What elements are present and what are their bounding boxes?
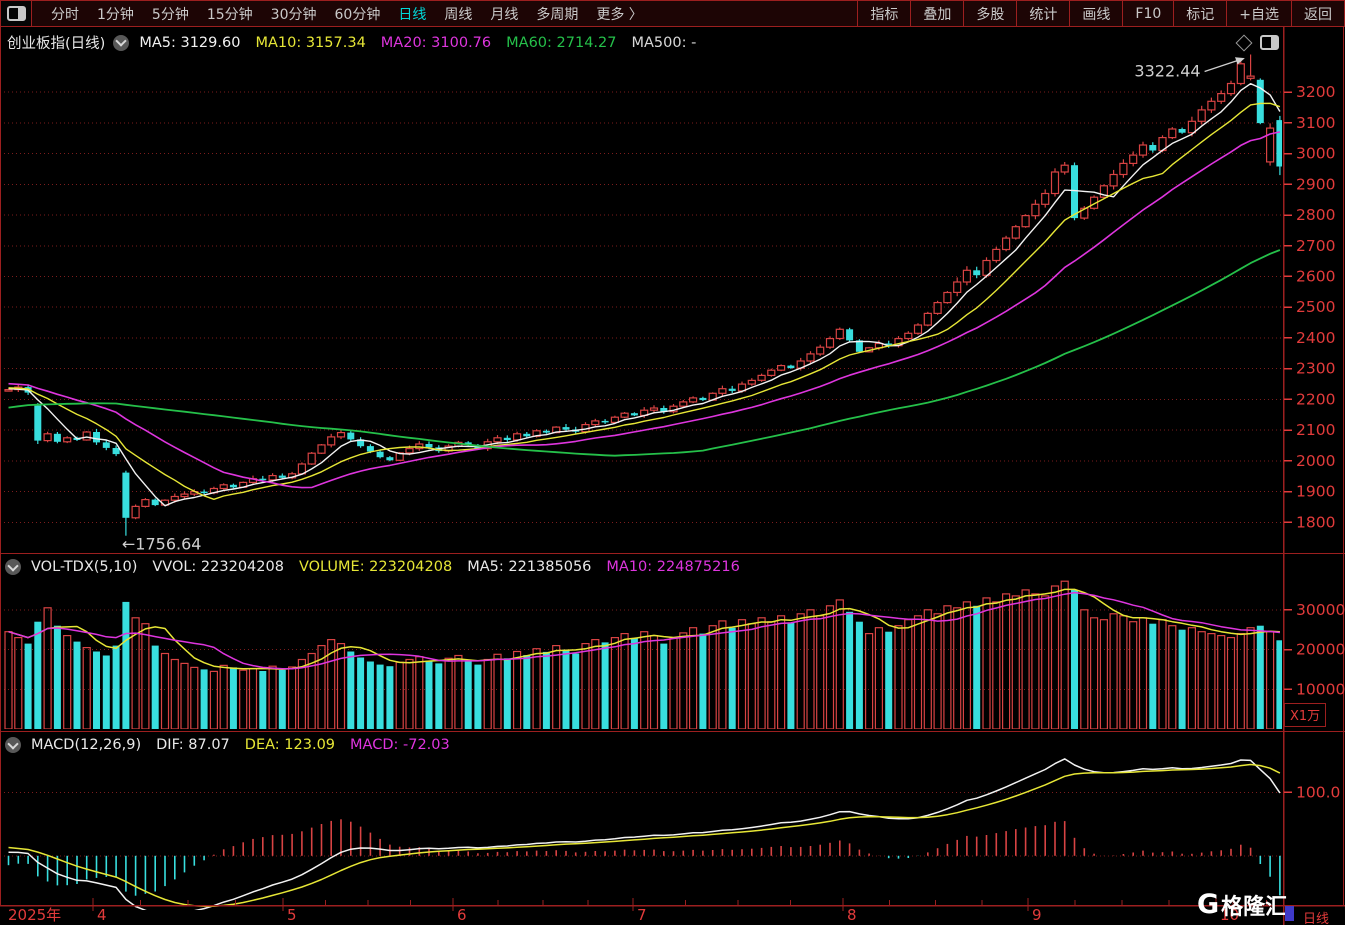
toolbar-action-2[interactable]: 多股: [963, 1, 1016, 26]
svg-text:20000: 20000: [1296, 641, 1345, 659]
toolbar-action-6[interactable]: 标记: [1173, 1, 1226, 26]
gelonghui-g-icon: G: [1197, 889, 1219, 920]
price-legend-item-4: MA500: -: [631, 34, 697, 51]
period-tab-0[interactable]: 分时: [51, 6, 79, 23]
toolbar-action-8[interactable]: 返回: [1291, 1, 1344, 26]
volume-legend-item-4: MA10: 224875216: [606, 559, 740, 575]
watermark-brand: 格隆汇: [1221, 895, 1288, 920]
volume-unit-label: X1万: [1284, 703, 1327, 727]
volume-legend-item-3: MA5: 221385056: [467, 559, 592, 575]
svg-text:2100: 2100: [1296, 421, 1335, 439]
svg-text:30000: 30000: [1296, 601, 1345, 619]
chevron-down-icon[interactable]: [5, 559, 21, 575]
macd-legend-item-2: DEA: 123.09: [244, 737, 336, 753]
macd-legend-item-1: DIF: 87.07: [156, 737, 230, 753]
svg-text:4: 4: [97, 906, 107, 924]
price-legend-item-1: MA10: 3157.34: [255, 34, 366, 51]
svg-text:3200: 3200: [1296, 83, 1335, 101]
period-tab-5[interactable]: 60分钟: [334, 6, 381, 23]
svg-text:2700: 2700: [1296, 237, 1335, 255]
volume-legend-item-1: VVOL: 223204208: [152, 559, 284, 575]
pane-corner-icons: [1235, 34, 1279, 51]
period-tab-8[interactable]: 月线: [490, 6, 519, 23]
price-legend-item-3: MA60: 2714.27: [506, 34, 617, 51]
period-tab-6[interactable]: 日线: [398, 6, 427, 23]
period-tab-3[interactable]: 15分钟: [206, 6, 253, 23]
period-tab-9[interactable]: 多周期: [536, 6, 579, 23]
svg-text:2025年: 2025年: [8, 906, 61, 924]
toolbar-action-5[interactable]: F10: [1122, 1, 1173, 26]
toolbar-actions: 指标 叠加 多股 统计 画线 F10 标记 +自选 返回: [857, 1, 1344, 26]
period-tabs: 分时 1分钟 5分钟 15分钟 30分钟 60分钟 日线 周线 月线 多周期 更多 〉: [32, 1, 857, 26]
volume-legend-item-0: VOL-TDX(5,10): [31, 559, 138, 575]
svg-text:2200: 2200: [1296, 390, 1335, 408]
svg-text:1800: 1800: [1296, 513, 1335, 531]
chevron-down-icon[interactable]: [113, 34, 130, 51]
panel-toggle-icon[interactable]: [1260, 35, 1279, 50]
macd-histogram: [7, 819, 1281, 896]
volume-bars: [4, 580, 1282, 729]
price-legend-item-2: MA20: 3100.76: [380, 34, 492, 51]
volume-legend: VOL-TDX(5,10) VVOL: 223204208 VOLUME: 2232…: [5, 559, 755, 575]
svg-text:1900: 1900: [1296, 483, 1335, 501]
low-annotation: ←1756.64: [122, 535, 202, 554]
diamond-marker-icon[interactable]: [1235, 34, 1253, 51]
svg-text:8: 8: [847, 906, 857, 924]
svg-text:7: 7: [637, 906, 647, 924]
watermark-logo: G 格隆汇: [1197, 889, 1287, 921]
price-legend-item-0: MA5: 3129.60: [139, 34, 241, 51]
svg-text:2900: 2900: [1296, 175, 1335, 193]
svg-text:10: 10: [1220, 906, 1239, 924]
macd-values: MACD(12,26,9) DIF: 87.07 DEA: 123.09 MACD: …: [31, 737, 465, 753]
symbol-title[interactable]: 创业板指(日线): [7, 36, 106, 52]
svg-text:100.0: 100.0: [1296, 783, 1340, 801]
period-tab-10[interactable]: 更多 〉: [596, 6, 643, 23]
period-tab-7[interactable]: 周线: [444, 6, 473, 23]
svg-text:2400: 2400: [1296, 329, 1335, 347]
svg-text:9: 9: [1032, 906, 1042, 924]
macd-legend: MACD(12,26,9) DIF: 87.07 DEA: 123.09 MACD: …: [5, 737, 465, 753]
price-legend: 创业板指(日线) MA5: 3129.60 MA10: 3157.34 MA20: …: [7, 32, 711, 53]
svg-text:3000: 3000: [1296, 145, 1335, 163]
price-ma-values: MA5: 3129.60 MA10: 3157.34 MA20: 3100.76 MA…: [139, 35, 711, 51]
period-tab-2[interactable]: 5分钟: [151, 6, 189, 23]
toolbar-action-4[interactable]: 画线: [1069, 1, 1122, 26]
period-tab-4[interactable]: 30分钟: [270, 6, 317, 23]
panel-toggle-icon[interactable]: [1, 1, 32, 26]
macd-legend-item-3: MACD: -72.03: [350, 737, 450, 753]
toolbar-action-0[interactable]: 指标: [857, 1, 910, 26]
svg-text:6: 6: [457, 906, 467, 924]
period-tab-1[interactable]: 1分钟: [97, 6, 134, 23]
toolbar-action-1[interactable]: 叠加: [910, 1, 963, 26]
svg-text:2300: 2300: [1296, 360, 1335, 378]
svg-text:5: 5: [287, 906, 297, 924]
candles: [4, 54, 1282, 536]
chevron-down-icon[interactable]: [5, 737, 21, 753]
svg-text:2800: 2800: [1296, 206, 1335, 224]
toolbar: 分时 1分钟 5分钟 15分钟 30分钟 60分钟 日线 周线 月线 多周期 更多 〉 指标 叠加 多股…: [0, 0, 1345, 27]
svg-text:2600: 2600: [1296, 267, 1335, 285]
svg-text:2000: 2000: [1296, 452, 1335, 470]
toolbar-action-7[interactable]: +自选: [1226, 1, 1291, 26]
volume-values: VOL-TDX(5,10) VVOL: 223204208 VOLUME: 2232…: [31, 559, 755, 575]
svg-text:2500: 2500: [1296, 298, 1335, 316]
svg-text:10000: 10000: [1296, 680, 1345, 698]
high-annotation: 3322.44: [1134, 62, 1200, 81]
svg-text:3100: 3100: [1296, 114, 1335, 132]
toolbar-action-3[interactable]: 统计: [1016, 1, 1069, 26]
blue-marker: [1285, 906, 1294, 921]
period-watermark: 日线: [1303, 912, 1330, 925]
volume-legend-item-2: VOLUME: 223204208: [298, 559, 453, 575]
macd-legend-item-0: MACD(12,26,9): [31, 737, 142, 753]
